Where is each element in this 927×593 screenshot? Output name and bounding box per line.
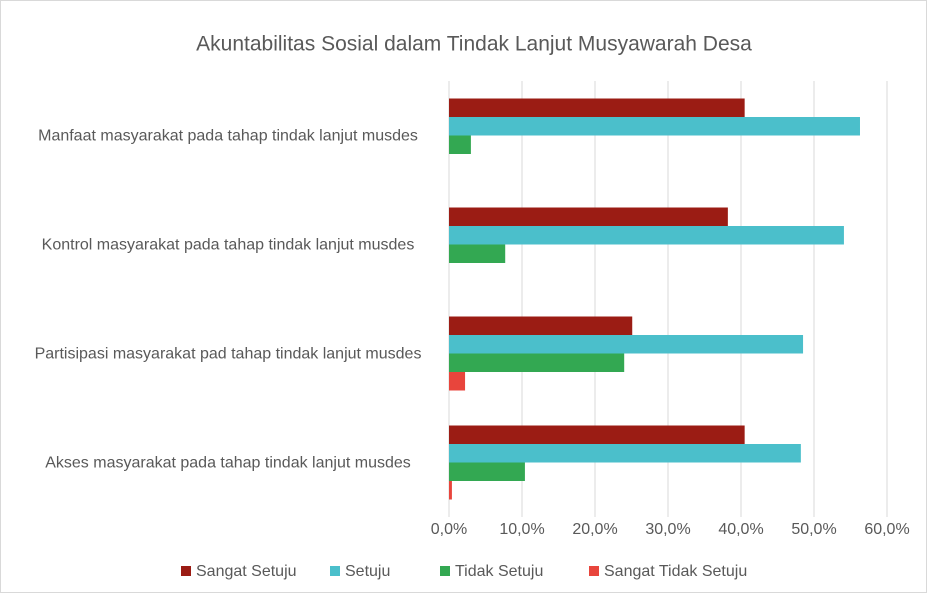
legend-swatch — [440, 566, 450, 576]
x-tick-label: 50,0% — [791, 521, 836, 538]
bar — [449, 135, 471, 154]
bar — [449, 335, 804, 354]
bar — [449, 98, 745, 117]
y-tick-label: Partisipasi masyarakat pad tahap tindak … — [34, 345, 422, 362]
x-tick-label: 40,0% — [718, 521, 763, 538]
chart-title: Akuntabilitas Sosial dalam Tindak Lanjut… — [196, 33, 752, 56]
x-tick-label: 60,0% — [864, 521, 909, 538]
x-tick-label: 20,0% — [572, 521, 617, 538]
x-tick-label: 0,0% — [431, 521, 467, 538]
legend-swatch — [589, 566, 599, 576]
legend-label: Tidak Setuju — [455, 563, 543, 580]
legend-label: Sangat Tidak Setuju — [604, 563, 747, 580]
bar — [449, 353, 625, 372]
bar — [449, 316, 633, 335]
bar — [449, 462, 525, 481]
x-tick-label: 30,0% — [645, 521, 690, 538]
bar — [449, 425, 745, 444]
bar — [449, 226, 844, 245]
legend-label: Sangat Setuju — [196, 563, 297, 580]
y-tick-label: Akses masyarakat pada tahap tindak lanju… — [45, 454, 411, 471]
legend-swatch — [330, 566, 340, 576]
bar — [449, 481, 452, 500]
legend-label: Setuju — [345, 563, 390, 580]
bar — [449, 117, 860, 136]
bar — [449, 372, 466, 391]
x-tick-label: 10,0% — [499, 521, 544, 538]
bar — [449, 244, 506, 263]
bar — [449, 444, 801, 463]
bar — [449, 207, 728, 226]
y-tick-label: Kontrol masyarakat pada tahap tindak lan… — [41, 236, 415, 253]
y-tick-label: Manfaat masyarakat pada tahap tindak lan… — [38, 127, 418, 144]
legend-swatch — [181, 566, 191, 576]
